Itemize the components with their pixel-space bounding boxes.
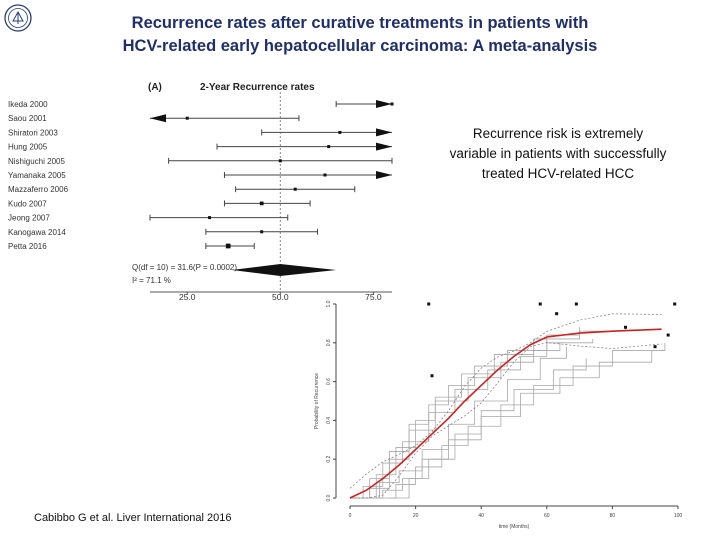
km-censor-marker (555, 312, 559, 316)
slide-title-line-1: Recurrence rates after curative treatmen… (131, 14, 589, 32)
forest-point-estimate (208, 216, 212, 220)
forest-point-estimate (327, 145, 331, 149)
forest-point-estimate (390, 102, 394, 106)
km-confidence-band-lower (350, 342, 662, 499)
km-pooled-curve (349, 328, 662, 499)
forest-study-label: Shiratori 2003 (8, 128, 58, 137)
km-study-step-curve (350, 338, 594, 499)
forest-study-label: Hung 2005 (8, 143, 48, 152)
forest-point-estimate (338, 130, 342, 134)
km-x-axis-label: time (Months) (499, 524, 530, 530)
forest-point-estimate (259, 201, 264, 206)
forest-point-estimate (185, 116, 189, 120)
forest-panel-label: (A) (148, 82, 162, 93)
forest-pooled-diamond (231, 264, 337, 276)
forest-heterogeneity-q: Q(df = 10) = 31.6(P = 0.0002) (132, 263, 237, 272)
forest-study-label: Mazzaferro 2006 (8, 185, 69, 194)
key-message: Recurrence risk is extremely variable in… (418, 124, 698, 184)
slide-title: Recurrence rates after curative treatmen… (40, 12, 680, 58)
forest-ci-arrow-left (150, 114, 166, 123)
km-x-tick-label: 40 (478, 513, 484, 519)
key-message-line-1: Recurrence risk is extremely (472, 126, 644, 141)
km-x-tick-label: 0 (349, 513, 352, 519)
km-censor-marker (673, 302, 677, 306)
km-study-step-curve (350, 327, 580, 499)
forest-study-label: Nishiguchi 2005 (8, 157, 65, 166)
forest-point-estimate (225, 243, 231, 249)
forest-x-tick-label: 75.0 (365, 292, 382, 300)
forest-point-estimate (323, 173, 327, 177)
forest-study-label: Jeong 2007 (8, 214, 50, 223)
forest-study-label: Saou 2001 (8, 114, 47, 123)
forest-x-tick-label: 50.0 (272, 292, 289, 300)
km-x-tick-label: 20 (413, 513, 419, 519)
km-x-tick-label: 60 (544, 513, 550, 519)
forest-ci-arrow-right (376, 128, 392, 137)
university-seal-icon (4, 4, 32, 32)
forest-ci-arrow-right (376, 142, 392, 151)
km-censor-marker (427, 302, 431, 306)
km-y-tick-label: 0.6 (326, 378, 332, 385)
forest-heterogeneity-i2: I² = 71.1 % (132, 276, 171, 285)
km-confidence-band-upper (349, 313, 662, 489)
km-study-step-curve (376, 342, 666, 499)
km-censor-marker (538, 302, 542, 306)
key-message-line-3: treated HCV-related HCC (481, 166, 635, 181)
km-y-tick-label: 0.2 (326, 456, 332, 463)
forest-study-label: Kudo 2007 (8, 199, 47, 208)
km-censor-marker (653, 345, 657, 349)
forest-point-estimate (260, 230, 264, 234)
forest-study-label: Ikeda 2000 (8, 100, 48, 109)
km-x-tick-label: 80 (610, 513, 616, 519)
forest-title: 2-Year Recurrence rates (200, 82, 315, 93)
citation: Cabibbo G et al. Liver International 201… (34, 512, 232, 524)
km-censor-marker (430, 374, 434, 378)
forest-point-estimate (278, 159, 282, 163)
km-y-tick-label: 0.4 (326, 417, 332, 424)
km-censor-marker (666, 333, 670, 337)
km-study-step-curve (350, 327, 626, 499)
forest-point-estimate (293, 187, 297, 191)
forest-ci-arrow-right (376, 100, 392, 108)
km-censor-marker (574, 302, 578, 306)
km-censor-marker (624, 325, 628, 329)
km-x-tick-label: 100 (674, 513, 683, 519)
forest-study-label: Kanogawa 2014 (8, 228, 66, 237)
km-y-tick-label: 0.0 (326, 494, 332, 501)
km-study-step-curve (366, 350, 653, 499)
km-y-tick-label: 1.0 (326, 300, 332, 307)
forest-study-label: Petta 2016 (8, 242, 47, 251)
forest-study-label: Yamanaka 2005 (8, 171, 66, 180)
forest-ci-arrow-right (376, 171, 392, 179)
key-message-line-2: variable in patients with successfully (449, 146, 667, 161)
forest-plot: (A) 2-Year Recurrence rates Ikeda 2000 Saou… (8, 82, 394, 300)
km-y-tick-label: 0.8 (326, 339, 332, 346)
km-study-step-curve (359, 346, 567, 499)
km-y-axis-label: Probability of Recurrence (314, 373, 320, 429)
slide-title-line-2: HCV-related early hepatocellular carcino… (122, 37, 598, 55)
recurrence-curve-plot: 0.0 0.2 0.4 0.6 0.8 1.0 0 20 40 60 80 100 time (Mont… (314, 300, 683, 530)
forest-x-tick-label: 25.0 (179, 292, 196, 300)
